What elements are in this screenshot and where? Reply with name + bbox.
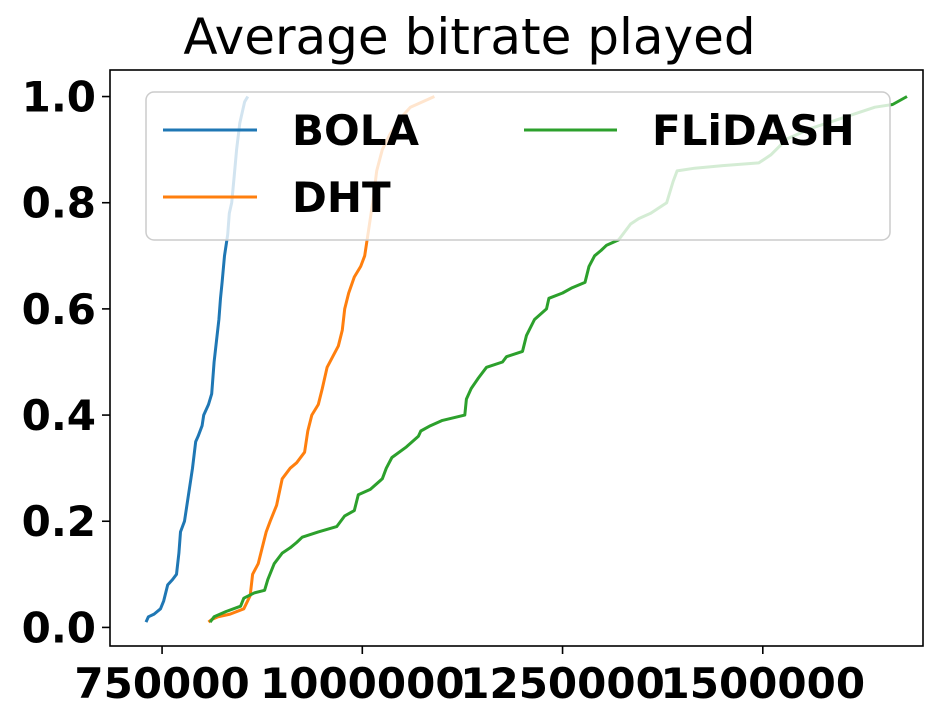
x-tick-label: 1500000 [661, 659, 866, 708]
y-tick-label: 0.0 [22, 603, 96, 652]
y-tick-label: 0.8 [22, 179, 96, 228]
y-tick-label: 1.0 [22, 73, 96, 122]
legend-box [145, 91, 891, 241]
y-tick-label: 0.6 [22, 285, 96, 334]
y-tick-label: 0.4 [22, 391, 96, 440]
x-tick-label: 750000 [74, 659, 249, 708]
x-tick-label: 1000000 [260, 659, 465, 708]
legend-label-flidash: FLiDASH [652, 106, 855, 155]
plot-area [109, 69, 924, 647]
chart-title: Average bitrate played [183, 8, 756, 66]
legend-label-bola: BOLA [292, 106, 419, 155]
legend-label-dht: DHT [292, 173, 391, 222]
y-tick-label: 0.2 [22, 497, 96, 546]
x-tick-label: 1250000 [460, 659, 665, 708]
